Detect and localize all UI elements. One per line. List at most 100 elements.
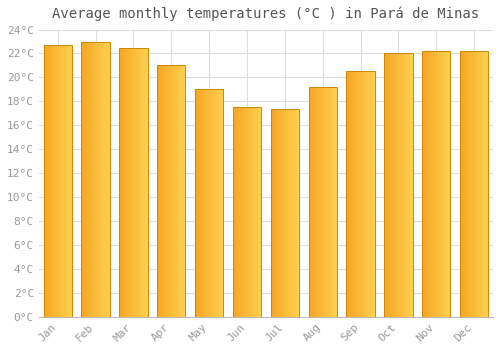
Bar (439, 51, 440, 317)
Bar (257, 107, 258, 317)
Bar (184, 65, 185, 317)
Bar (67, 45, 68, 317)
Bar (207, 89, 208, 317)
Bar (173, 65, 174, 317)
Bar (233, 107, 234, 317)
Bar (465, 51, 466, 317)
Bar (314, 87, 315, 317)
Bar (368, 71, 369, 317)
Bar (460, 51, 488, 317)
Bar (280, 108, 281, 317)
Bar (462, 51, 463, 317)
Bar (389, 54, 390, 317)
Bar (61, 45, 62, 317)
Bar (163, 65, 164, 317)
Bar (212, 89, 213, 317)
Bar (85, 42, 86, 317)
Bar (122, 48, 123, 317)
Bar (196, 89, 197, 317)
Bar (273, 108, 274, 317)
Bar (63, 45, 64, 317)
Bar (71, 45, 72, 317)
Bar (103, 42, 104, 317)
Bar (396, 54, 398, 317)
Bar (394, 54, 395, 317)
Bar (474, 51, 476, 317)
Bar (109, 42, 110, 317)
Bar (277, 108, 278, 317)
Bar (87, 42, 88, 317)
Bar (90, 42, 91, 317)
Bar (336, 87, 337, 317)
Bar (95, 42, 96, 317)
Bar (91, 42, 92, 317)
Bar (358, 71, 359, 317)
Bar (179, 65, 180, 317)
Bar (463, 51, 464, 317)
Bar (278, 108, 279, 317)
Bar (486, 51, 487, 317)
Bar (108, 42, 109, 317)
Bar (50, 45, 51, 317)
Bar (298, 108, 299, 317)
Bar (334, 87, 335, 317)
Bar (237, 107, 238, 317)
Bar (328, 87, 329, 317)
Bar (123, 48, 124, 317)
Bar (247, 107, 248, 317)
Bar (125, 48, 126, 317)
Bar (68, 45, 69, 317)
Bar (409, 54, 410, 317)
Bar (136, 48, 137, 317)
Bar (133, 48, 134, 317)
Bar (485, 51, 486, 317)
Bar (315, 87, 316, 317)
Bar (65, 45, 66, 317)
Bar (141, 48, 142, 317)
Bar (256, 107, 257, 317)
Bar (408, 54, 409, 317)
Bar (279, 108, 280, 317)
Bar (126, 48, 127, 317)
Bar (210, 89, 211, 317)
Bar (440, 51, 441, 317)
Bar (223, 89, 224, 317)
Bar (105, 42, 106, 317)
Bar (222, 89, 223, 317)
Bar (181, 65, 182, 317)
Bar (219, 89, 220, 317)
Title: Average monthly temperatures (°C ) in Pará de Minas: Average monthly temperatures (°C ) in Pa… (52, 7, 480, 21)
Bar (270, 108, 299, 317)
Bar (410, 54, 411, 317)
Bar (185, 65, 186, 317)
Bar (443, 51, 444, 317)
Bar (211, 89, 212, 317)
Bar (353, 71, 354, 317)
Bar (429, 51, 430, 317)
Bar (404, 54, 405, 317)
Bar (100, 42, 102, 317)
Bar (392, 54, 394, 317)
Bar (326, 87, 328, 317)
Bar (204, 89, 205, 317)
Bar (476, 51, 477, 317)
Bar (82, 42, 83, 317)
Bar (332, 87, 333, 317)
Bar (398, 54, 399, 317)
Bar (157, 65, 186, 317)
Bar (216, 89, 217, 317)
Bar (290, 108, 291, 317)
Bar (484, 51, 485, 317)
Bar (293, 108, 294, 317)
Bar (449, 51, 450, 317)
Bar (58, 45, 59, 317)
Bar (399, 54, 400, 317)
Bar (479, 51, 480, 317)
Bar (220, 89, 221, 317)
Bar (86, 42, 87, 317)
Bar (271, 108, 272, 317)
Bar (464, 51, 465, 317)
Bar (82, 42, 110, 317)
Bar (430, 51, 431, 317)
Bar (170, 65, 172, 317)
